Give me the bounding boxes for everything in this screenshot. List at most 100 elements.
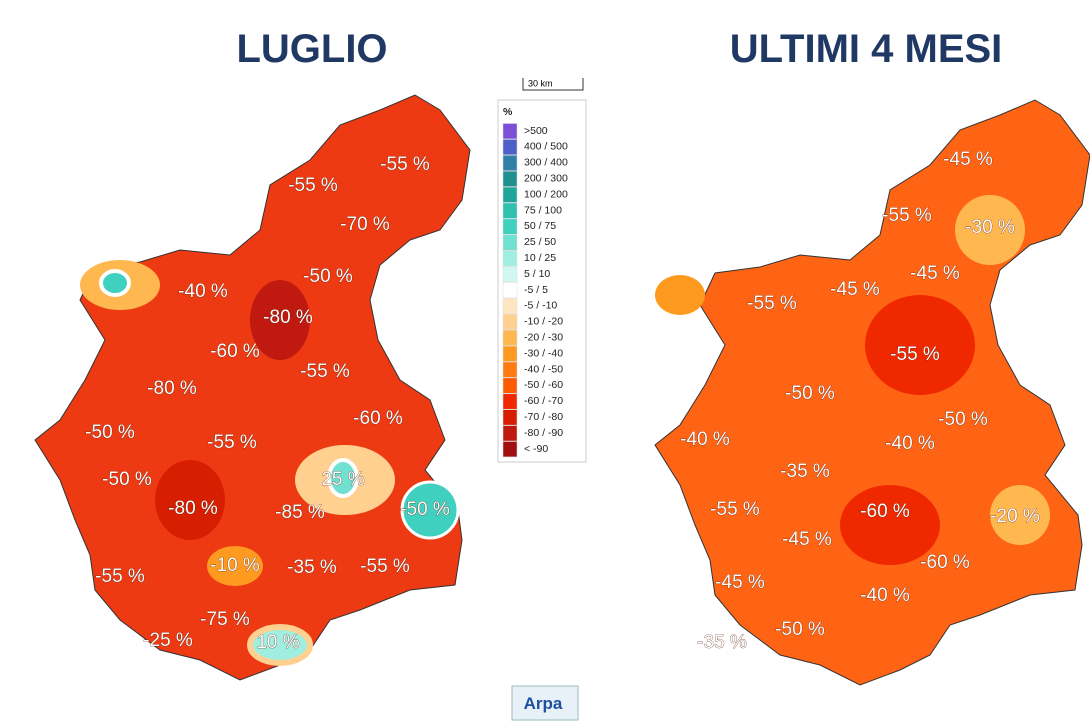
legend-label: 75 / 100 (524, 204, 562, 216)
logo: Arpa (511, 685, 579, 721)
legend-label: 100 / 200 (524, 188, 568, 200)
area (400, 480, 460, 540)
map-label: -55 % (747, 293, 797, 314)
map-label: -80 % (263, 307, 313, 328)
map-label: -80 % (168, 498, 218, 519)
map-label: -45 % (830, 279, 880, 300)
map-label: 10 % (256, 632, 299, 653)
legend-swatch (502, 123, 518, 140)
legend-label: 50 / 75 (524, 220, 556, 232)
map-label: -40 % (885, 433, 935, 454)
map-label: -55 % (95, 566, 145, 587)
map-label: -40 % (860, 585, 910, 606)
region-shape (34, 94, 471, 681)
legend-label: -20 / -30 (524, 331, 563, 343)
legend-swatch (502, 250, 518, 267)
legend-swatch (502, 329, 518, 346)
legend-label: 25 / 50 (524, 236, 556, 248)
map-label: -45 % (715, 572, 765, 593)
map-label: -55 % (360, 556, 410, 577)
map-label: -40 % (178, 281, 228, 302)
legend-swatch (502, 409, 518, 426)
area (865, 295, 975, 395)
legend-label: 200 / 300 (524, 172, 568, 184)
map-label: -55 % (380, 154, 430, 175)
legend-swatch (502, 266, 518, 283)
legend-label: >500 (524, 125, 548, 137)
map-label: -45 % (910, 263, 960, 284)
map-label: -10 % (210, 555, 260, 576)
logo-text: Arpa (524, 694, 563, 713)
map-label: -55 % (890, 344, 940, 365)
scale-label: 30 km (528, 78, 553, 88)
legend-label: -10 / -20 (524, 316, 563, 328)
area (327, 458, 359, 498)
area (955, 195, 1025, 265)
map-right (654, 99, 1090, 686)
legend-swatch (502, 282, 518, 299)
legend-label: 10 / 25 (524, 252, 556, 264)
map-label: -30 % (965, 217, 1015, 238)
legend-swatch (502, 361, 518, 378)
logo-box (511, 685, 579, 721)
map-left (34, 94, 471, 681)
legend-swatch (502, 393, 518, 410)
map-label: -55 % (207, 432, 257, 453)
map-label: -50 % (775, 619, 825, 640)
map-label: -70 % (340, 214, 390, 235)
legend-label: -5 / 5 (524, 284, 548, 296)
legend-swatch (502, 441, 518, 458)
legend-swatch (502, 377, 518, 394)
legend-swatch (502, 155, 518, 171)
legend-swatch (502, 170, 518, 187)
map-label: -55 % (882, 205, 932, 226)
area (247, 624, 313, 666)
area (207, 546, 263, 586)
map-label: -60 % (920, 552, 970, 573)
map-label: -50 % (85, 422, 135, 443)
map-label: -60 % (210, 341, 260, 362)
area (99, 269, 131, 297)
legend-swatch (502, 234, 518, 251)
map-label: -35 % (780, 461, 830, 482)
legend-swatch (502, 139, 518, 156)
legend-swatch (502, 314, 518, 330)
map-label: -50 % (102, 469, 152, 490)
map-label: -85 % (275, 502, 325, 523)
legend-swatch (502, 425, 518, 442)
legend-swatch (502, 218, 518, 235)
legend-label: -5 / -10 (524, 300, 557, 312)
legend-swatch (502, 202, 518, 219)
map-title: LUGLIO (236, 27, 387, 71)
map-label: -75 % (200, 609, 250, 630)
legend: % >500 400 / 500 300 / 400 200 / 300 100 / 2… (497, 99, 587, 463)
map-label: -50 % (400, 499, 450, 520)
legend-label: -40 / -50 (524, 363, 563, 375)
map-label: -50 % (303, 266, 353, 287)
scale-bar: 30 km (522, 78, 584, 91)
legend-label: -80 / -90 (524, 427, 563, 439)
map-label: -35 % (697, 632, 747, 653)
map-label: -45 % (782, 529, 832, 550)
map-label: -25 % (143, 630, 193, 651)
legend-label: -60 / -70 (524, 395, 563, 407)
map-label: -50 % (785, 383, 835, 404)
legend-header: % (503, 106, 513, 118)
map-label: -80 % (147, 378, 197, 399)
scale-line (522, 78, 584, 91)
legend-label: 5 / 10 (524, 268, 550, 280)
legend-swatch (502, 345, 518, 362)
legend-label: 300 / 400 (524, 157, 568, 169)
legend-label: < -90 (524, 443, 548, 455)
legend-swatch (502, 298, 518, 315)
legend-label: -50 / -60 (524, 379, 563, 391)
map-label: 25 % (321, 469, 364, 490)
map-label: -55 % (300, 361, 350, 382)
area (250, 280, 310, 360)
area (990, 485, 1050, 545)
legend-label: -30 / -40 (524, 347, 563, 359)
legend-swatch (502, 186, 518, 203)
map-label: -60 % (353, 408, 403, 429)
area (840, 485, 940, 565)
